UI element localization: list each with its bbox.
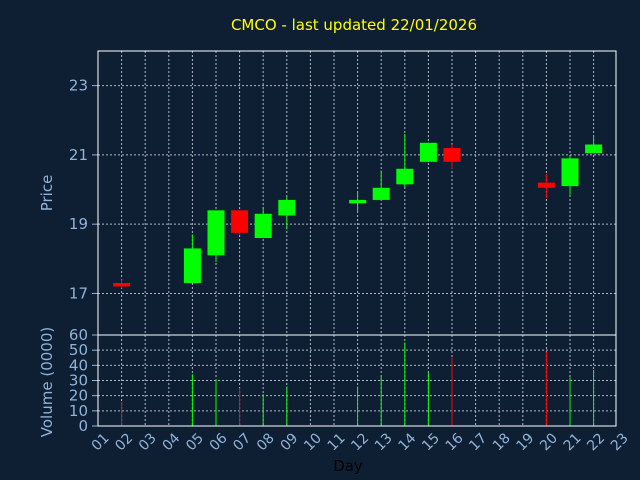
x-tick-label: 20	[537, 430, 561, 454]
price-tick-label: 19	[69, 215, 88, 233]
candle-body-up	[372, 187, 390, 200]
candle-body-down	[113, 283, 131, 287]
x-tick-label: 03	[136, 430, 160, 454]
price-gridlines	[98, 51, 616, 335]
volume-bars	[121, 342, 595, 426]
price-tick-label: 17	[69, 284, 88, 302]
candle-body-up	[278, 199, 296, 216]
x-tick-label: 19	[513, 430, 537, 454]
x-tick-label: 17	[466, 430, 490, 454]
volume-gridlines	[98, 335, 616, 426]
volume-tick-label: 20	[69, 387, 88, 405]
x-tick-label: 16	[443, 430, 467, 454]
x-tick-label: 21	[561, 430, 585, 454]
candle-body-up	[585, 144, 603, 154]
price-axis-label: Price	[38, 175, 56, 212]
x-axis-ticks: 01 02 03 04 05 06 07 08 09 10 11 12 13 14 15 16 17 18 19 20…	[89, 430, 632, 454]
volume-tick-label: 30	[69, 372, 88, 390]
x-tick-label: 08	[254, 430, 278, 454]
volume-tick-label: 50	[69, 341, 88, 359]
chart-title: CMCO - last updated 22/01/2026	[231, 16, 477, 34]
candle-body-up	[207, 210, 225, 256]
price-tick-label: 23	[69, 77, 88, 95]
x-tick-label: 13	[372, 430, 396, 454]
candles	[113, 134, 603, 289]
volume-tick-label: 40	[69, 356, 88, 374]
candle-body-up	[419, 142, 437, 162]
x-tick-label: 23	[608, 430, 632, 454]
x-tick-label: 10	[301, 430, 325, 454]
candle-body-up	[561, 158, 579, 187]
volume-panel-frame	[97, 334, 617, 427]
x-tick-label: 05	[183, 430, 207, 454]
price-panel-frame	[97, 50, 617, 336]
x-tick-label: 14	[395, 430, 419, 454]
x-tick-label: 02	[112, 430, 136, 454]
volume-tick-label: 60	[69, 326, 88, 344]
x-tick-label: 09	[277, 430, 301, 454]
volume-tick-label: 0	[78, 417, 88, 435]
x-tick-label: 06	[207, 430, 231, 454]
x-tick-label: 15	[419, 430, 443, 454]
x-tick-label: 01	[89, 430, 113, 454]
candle-body-up	[183, 248, 201, 284]
candle-body-up	[254, 213, 272, 239]
candle-body-down	[231, 210, 249, 233]
candle-body-up	[396, 168, 414, 185]
candle-body-down	[443, 147, 461, 162]
x-tick-label: 12	[348, 430, 372, 454]
x-tick-label: 11	[325, 430, 349, 454]
candle-body-up	[349, 199, 367, 204]
x-tick-label: 22	[584, 430, 608, 454]
price-tick-label: 21	[69, 146, 88, 164]
x-tick-label: 04	[159, 430, 183, 454]
x-tick-label: 07	[230, 430, 254, 454]
price-y-ticks: 17 19 21 23	[69, 77, 98, 302]
volume-tick-label: 10	[69, 402, 88, 420]
x-tick-label: 18	[490, 430, 514, 454]
candle-body-down	[537, 182, 555, 188]
x-axis-label: Day	[333, 457, 363, 475]
price-panel: 17 19 21 23 Price	[38, 50, 617, 336]
volume-axis-label: Volume (0000)	[38, 327, 56, 437]
